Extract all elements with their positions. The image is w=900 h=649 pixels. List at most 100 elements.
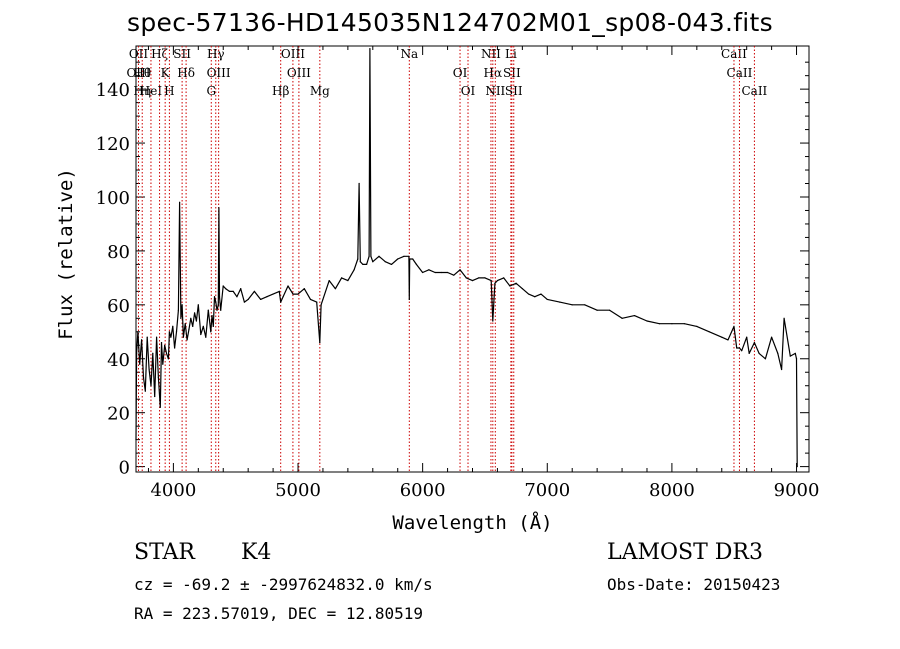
- spectrum-point: [155, 336, 158, 338]
- spectrum-point: [408, 255, 410, 257]
- line-marker-label: OII: [129, 47, 149, 61]
- y-tick-label: 120: [96, 134, 130, 155]
- spectrum-point: [733, 325, 735, 328]
- spectrum-point: [165, 352, 168, 354]
- spectrum-point: [490, 279, 492, 282]
- spectrum-point: [207, 309, 209, 311]
- spectrum-point: [571, 304, 573, 306]
- spectrum-point: [172, 325, 174, 328]
- spectrum-point: [440, 271, 442, 274]
- spectrum-point: [260, 298, 262, 301]
- spectrum-point: [708, 331, 710, 333]
- spectrum-point: [167, 358, 170, 360]
- spectrum-point: [540, 293, 542, 295]
- spectrum-point: [503, 277, 505, 279]
- y-tick-label: 140: [96, 80, 130, 101]
- line-marker-label: Hβ: [272, 84, 289, 98]
- spectrum-point: [412, 258, 414, 260]
- line-marker-label: CaII: [727, 66, 753, 80]
- spectrum-point: [320, 304, 322, 306]
- spectrum-point: [369, 48, 371, 50]
- spectrum-point: [280, 301, 282, 303]
- spectrum-point: [521, 288, 523, 290]
- spectrum-point: [453, 274, 455, 276]
- line-marker-label: SII: [503, 66, 521, 80]
- spectrum-point: [658, 323, 661, 325]
- line-marker-label: Mg: [310, 84, 330, 98]
- survey-label: LAMOST DR3: [607, 540, 763, 565]
- spectrum-point: [358, 182, 360, 185]
- spectrum-point: [179, 201, 181, 203]
- line-marker-label: Hγ: [207, 47, 225, 61]
- spectrum-point: [496, 279, 499, 282]
- spectrum-point: [192, 325, 194, 328]
- spectrum-point: [139, 363, 141, 365]
- line-marker-label: HeI: [140, 84, 163, 98]
- spectrum-point: [353, 269, 355, 271]
- spectrum-point: [195, 320, 198, 322]
- spectrum-point: [484, 277, 486, 279]
- spectrum-point: [596, 309, 598, 311]
- spectrum-point: [736, 347, 738, 349]
- spectrum-point: [240, 288, 242, 290]
- spectrum-point: [218, 296, 221, 298]
- spectrum-point: [334, 288, 337, 290]
- spectrum-point: [559, 301, 561, 303]
- spectrum-point: [608, 309, 611, 311]
- spectrum-point: [403, 255, 405, 257]
- spectrum-point: [515, 282, 517, 284]
- spectrum-point: [213, 296, 216, 298]
- spectrum-point: [492, 320, 494, 322]
- spectrum-point: [409, 258, 411, 260]
- line-marker-label: OIII: [207, 66, 231, 80]
- line-marker-label: H: [164, 84, 174, 98]
- spectrum-point: [347, 279, 349, 282]
- spectrum-point: [210, 331, 212, 333]
- spectrum-point: [633, 315, 636, 317]
- spectrum-point: [471, 279, 474, 282]
- spectrum-point: [459, 269, 461, 271]
- spectrum-point: [220, 309, 222, 311]
- spectrum-point: [247, 298, 249, 301]
- spectrum-point: [282, 296, 284, 298]
- spectrum-point: [148, 368, 150, 371]
- spectrum-point: [152, 352, 154, 354]
- spectrum-point: [212, 325, 214, 328]
- spectrum-point: [362, 263, 364, 265]
- spectrum-point: [370, 255, 372, 257]
- line-marker-label: OI: [453, 66, 468, 80]
- line-marker-label: SII: [173, 47, 191, 61]
- line-marker-label: OI: [461, 84, 476, 98]
- spectrum-point: [136, 352, 138, 354]
- spectrum-point: [758, 352, 760, 354]
- spectrum-point: [378, 255, 380, 257]
- spectrum-point: [465, 277, 467, 279]
- spectrum-point: [738, 347, 741, 349]
- line-marker-label: CaII: [741, 84, 767, 98]
- line-marker-label: NII: [481, 47, 501, 61]
- x-tick-label: 9000: [774, 480, 820, 501]
- spectrum-point: [408, 298, 410, 301]
- object-class: STAR: [134, 540, 195, 565]
- spectrum-line: [135, 48, 798, 467]
- line-marker-label: Hδ: [177, 66, 195, 80]
- spectrum-point: [789, 355, 791, 357]
- spectrum-point: [584, 304, 586, 306]
- plot-axes: 4000 5000 6000 7000 8000 9000 0 20 40 60 80 100 120 1…: [55, 45, 820, 534]
- spectrum-point: [222, 285, 224, 287]
- spectrum-point: [534, 296, 536, 298]
- spectrum-point: [777, 352, 779, 354]
- spectrum-point: [322, 298, 324, 301]
- spectrum-point: [748, 352, 750, 354]
- spectrum-point: [188, 328, 190, 330]
- spectrum-point: [184, 323, 186, 325]
- spectrum-point: [170, 336, 172, 338]
- spectrum-point: [696, 325, 698, 328]
- spectrum-point: [144, 390, 146, 392]
- line-marker-label: CaII: [721, 47, 747, 61]
- spectrum-point: [727, 339, 729, 341]
- spectrum-point: [292, 293, 294, 295]
- spectrum-point: [174, 347, 176, 349]
- line-marker-label: OIII: [281, 47, 305, 61]
- spectrum-point: [397, 258, 399, 260]
